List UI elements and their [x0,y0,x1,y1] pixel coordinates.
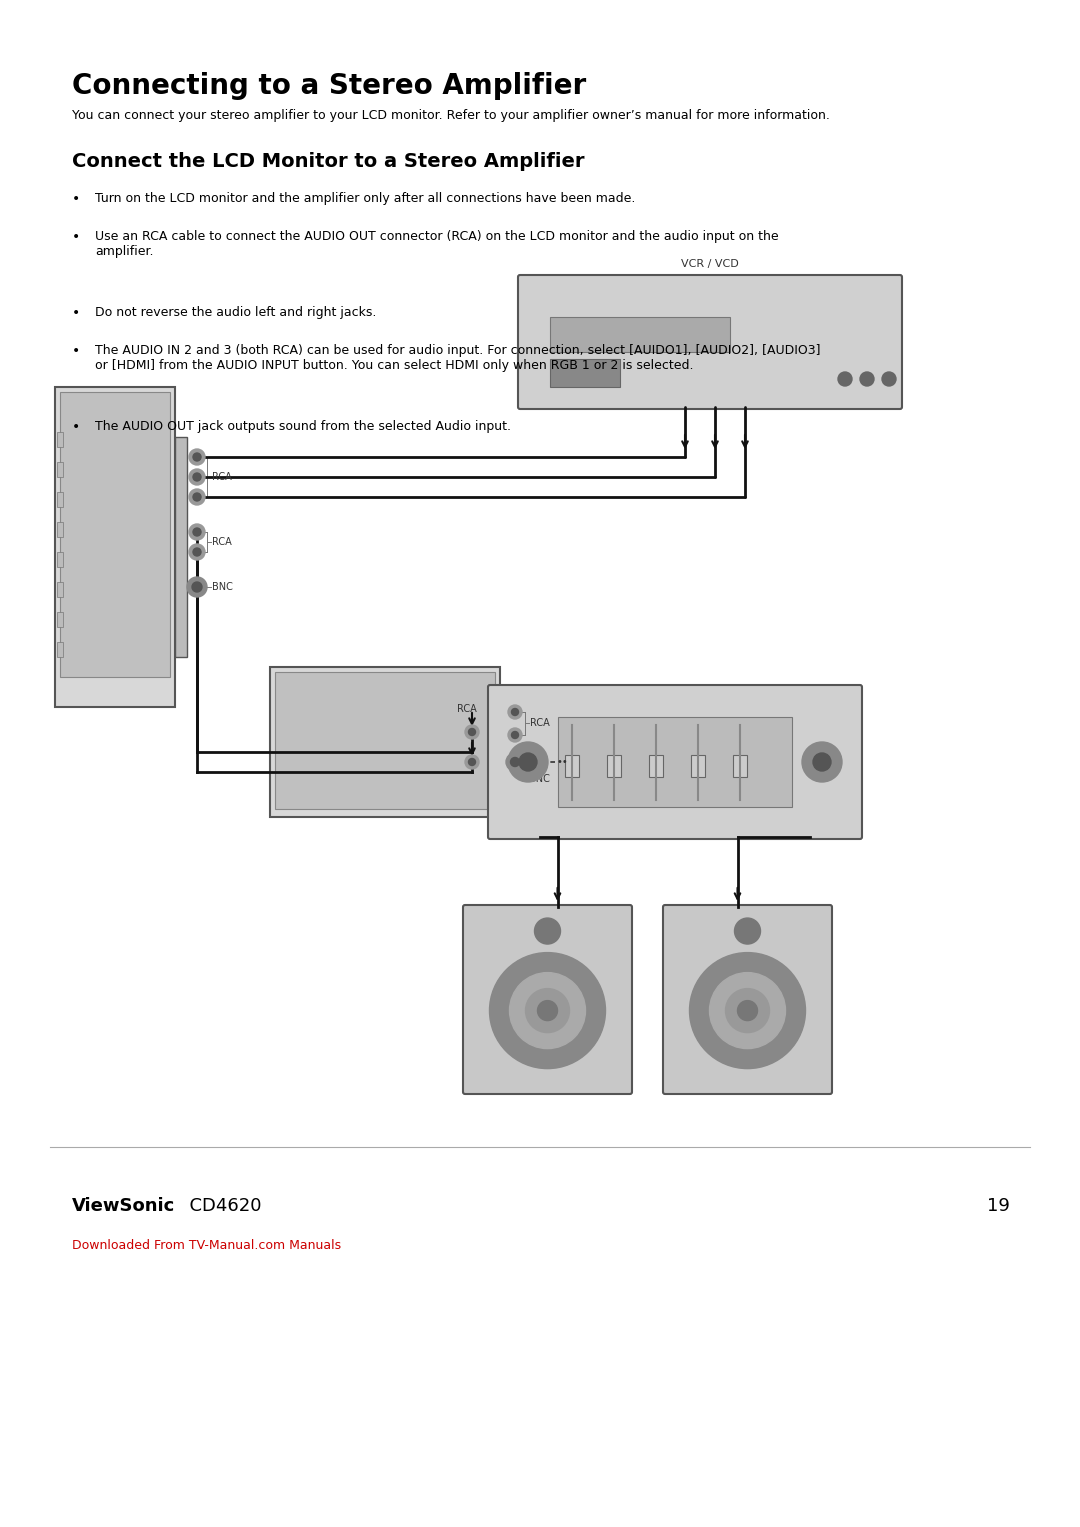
Text: The AUDIO IN 2 and 3 (both RCA) can be used for audio input. For connection, sel: The AUDIO IN 2 and 3 (both RCA) can be u… [95,344,821,373]
Circle shape [193,493,201,501]
Bar [691,754,705,777]
Circle shape [193,454,201,461]
Text: ViewSonic: ViewSonic [72,1197,175,1215]
Bar [57,492,63,507]
Circle shape [465,754,480,770]
Text: •: • [72,231,80,244]
Bar [57,641,63,657]
Bar [270,667,500,817]
Text: You can connect your stereo amplifier to your LCD monitor. Refer to your amplifi: You can connect your stereo amplifier to… [72,108,829,122]
Bar [57,522,63,538]
Circle shape [189,524,205,541]
Text: BNC: BNC [529,774,550,783]
Circle shape [469,728,475,736]
FancyBboxPatch shape [518,275,902,409]
Bar [558,718,792,806]
FancyBboxPatch shape [663,906,832,1093]
Circle shape [193,548,201,556]
Circle shape [838,373,852,386]
Text: 19: 19 [987,1197,1010,1215]
Bar [57,551,63,567]
Circle shape [469,759,475,765]
Bar [57,612,63,628]
Circle shape [189,449,205,466]
Text: ••: •• [557,757,569,767]
Text: RCA: RCA [212,538,232,547]
Circle shape [465,725,480,739]
Circle shape [187,577,207,597]
Circle shape [689,953,806,1069]
Text: Use an RCA cable to connect the AUDIO OUT connector (RCA) on the LCD monitor and: Use an RCA cable to connect the AUDIO OU… [95,231,779,258]
Circle shape [193,528,201,536]
Text: RCA: RCA [530,719,550,728]
Bar [175,437,187,657]
Text: The AUDIO OUT jack outputs sound from the selected Audio input.: The AUDIO OUT jack outputs sound from th… [95,420,511,434]
Circle shape [189,469,205,486]
Bar [60,392,170,676]
Bar [565,754,579,777]
Circle shape [508,705,522,719]
Circle shape [526,988,569,1032]
Text: •: • [72,344,80,357]
Circle shape [882,373,896,386]
Circle shape [710,973,785,1049]
Text: RCA: RCA [212,472,232,483]
Text: BNC: BNC [212,582,233,592]
Circle shape [510,973,585,1049]
Circle shape [508,728,522,742]
Text: VCR / VCD: VCR / VCD [681,260,739,269]
Circle shape [512,709,518,716]
Text: •: • [72,305,80,321]
Bar [649,754,663,777]
Circle shape [193,473,201,481]
Circle shape [734,918,760,944]
Bar [57,582,63,597]
Bar [550,318,730,353]
Text: Do not reverse the audio left and right jacks.: Do not reverse the audio left and right … [95,305,376,319]
Bar [733,754,747,777]
Bar [57,432,63,447]
Bar [550,359,620,386]
Circle shape [860,373,874,386]
Text: •: • [72,192,80,206]
Text: •: • [72,420,80,434]
FancyBboxPatch shape [488,686,862,838]
Text: CD4620: CD4620 [178,1197,261,1215]
Circle shape [512,731,518,739]
Circle shape [189,544,205,560]
Circle shape [507,753,524,771]
Circle shape [192,582,202,592]
Circle shape [538,1000,557,1020]
Bar [57,463,63,476]
Bar [275,672,495,809]
Circle shape [738,1000,757,1020]
Bar [55,386,175,707]
Circle shape [508,742,548,782]
Circle shape [802,742,842,782]
Circle shape [519,753,537,771]
FancyBboxPatch shape [463,906,632,1093]
Circle shape [813,753,831,771]
Text: Connecting to a Stereo Amplifier: Connecting to a Stereo Amplifier [72,72,586,99]
Circle shape [535,918,561,944]
Circle shape [489,953,606,1069]
Bar [607,754,621,777]
Text: RCA: RCA [457,704,477,715]
Text: Downloaded From TV-Manual.com Manuals: Downloaded From TV-Manual.com Manuals [72,1238,341,1252]
Circle shape [726,988,769,1032]
Circle shape [511,757,519,767]
Text: Connect the LCD Monitor to a Stereo Amplifier: Connect the LCD Monitor to a Stereo Ampl… [72,153,584,171]
Circle shape [189,489,205,505]
Text: Turn on the LCD monitor and the amplifier only after all connections have been m: Turn on the LCD monitor and the amplifie… [95,192,635,205]
